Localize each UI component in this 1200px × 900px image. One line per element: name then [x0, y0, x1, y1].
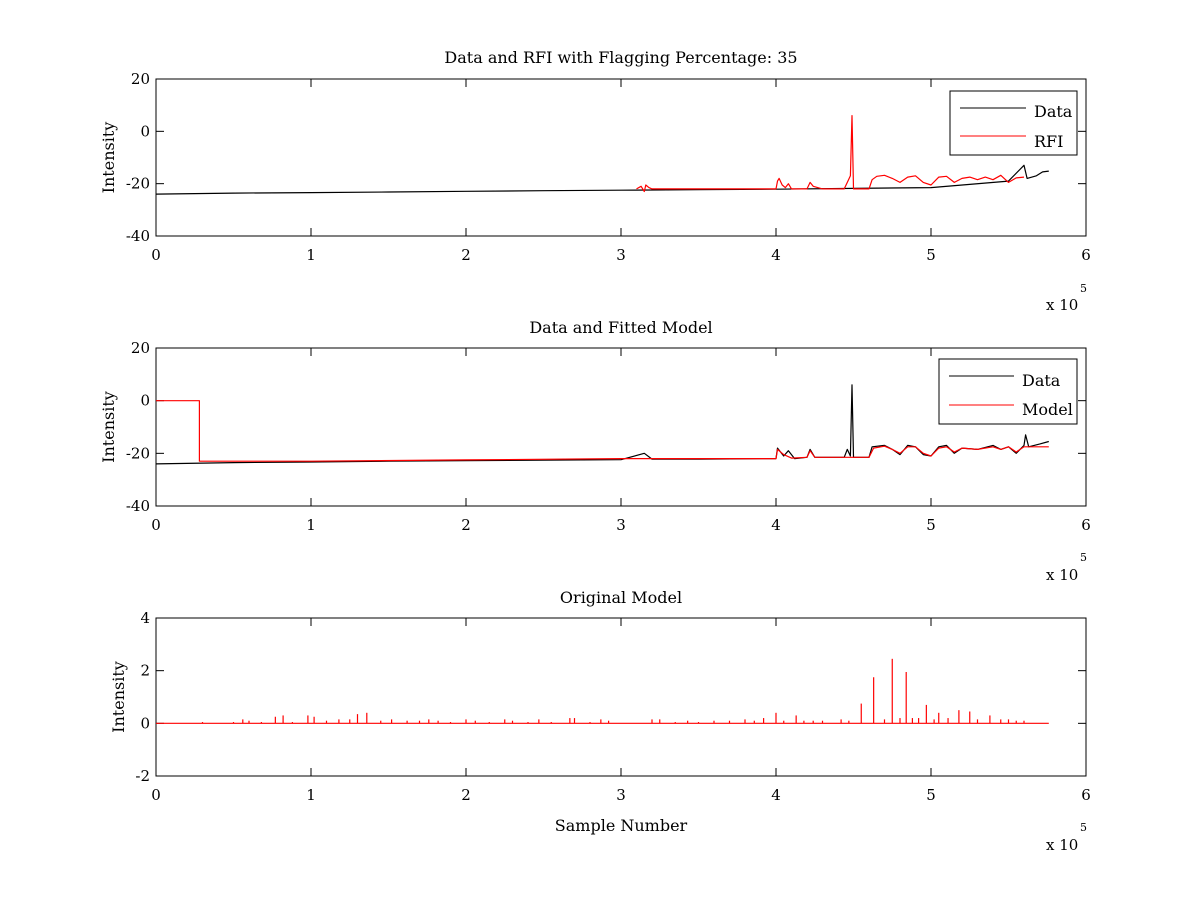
- subplot-2-ticks: 0 1 2 3 4 5 6 20 0 -20 -40: [126, 339, 1091, 534]
- subplot-2-axes-box: [155, 347, 1087, 507]
- subplot-1-legend-box: [949, 90, 1078, 156]
- subplot-2-xtick-label: 6: [1081, 516, 1091, 534]
- subplot-1-x-multiplier: x 10: [1046, 296, 1078, 314]
- subplot-2-plot-area: [155, 384, 1049, 465]
- subplot-1: Data and RFI with Flagging Percentage: 3…: [99, 48, 1091, 314]
- subplot-1-ylabel: Intensity: [99, 122, 118, 194]
- subplot-2-legend: Data Model: [938, 358, 1078, 425]
- subplot-1-ticks: 0 1 2 3 4 5 6 20 0 -20 -40: [126, 70, 1091, 264]
- subplot-2-x-multiplier-exponent: 5: [1080, 551, 1087, 564]
- subplot-1-legend: Data RFI: [949, 90, 1078, 156]
- subplot-3-plot-area: [156, 658, 1049, 724]
- subplot-1-xtick-label: 6: [1081, 246, 1091, 264]
- subplot-2-xtick-label: 2: [461, 516, 471, 534]
- subplot-1-xtick-label: 1: [306, 246, 316, 264]
- subplot-3-xtick-label: 0: [151, 786, 161, 804]
- subplot-1-ytick-label: -20: [126, 175, 150, 193]
- subplot-1-xtick-label: 2: [461, 246, 471, 264]
- subplot-2-ytick-label: -40: [126, 497, 150, 515]
- subplot-1-ytick-label: 20: [131, 70, 150, 88]
- subplot-1-xtick-label: 5: [926, 246, 936, 264]
- subplot-3-xtick-label: 4: [771, 786, 781, 804]
- subplot-2-xtick-label: 5: [926, 516, 936, 534]
- subplot-3-ytick-label: 0: [140, 714, 150, 732]
- subplot-2-x-multiplier: x 10: [1046, 566, 1078, 584]
- subplot-1-title: Data and RFI with Flagging Percentage: 3…: [444, 48, 797, 67]
- subplot-1-legend-label-data: Data: [1034, 102, 1073, 121]
- subplot-3-x-multiplier-exponent: 5: [1080, 821, 1087, 834]
- subplot-1-plot-area: [155, 115, 1049, 195]
- subplot-3-xlabel: Sample Number: [555, 816, 688, 835]
- subplot-1-ytick-label: -40: [126, 227, 150, 245]
- subplot-2-ytick-label: 20: [131, 339, 150, 357]
- subplot-2-ylabel: Intensity: [99, 391, 118, 463]
- subplot-1-axes-box: [155, 78, 1087, 237]
- subplot-3-xtick-label: 1: [306, 786, 316, 804]
- subplot-2-ytick-label: -20: [126, 444, 150, 462]
- subplot-3-xtick-label: 2: [461, 786, 471, 804]
- subplot-2-legend-box: [938, 358, 1078, 425]
- subplot-3-xtick-label: 6: [1081, 786, 1091, 804]
- subplot-3-title: Original Model: [560, 588, 682, 607]
- subplot-3-ytick-label: 2: [140, 662, 150, 680]
- subplot-1-xtick-label: 4: [771, 246, 781, 264]
- subplot-3-x-multiplier: x 10: [1046, 836, 1078, 854]
- subplot-1-series-rfi: [636, 115, 1025, 193]
- subplot-2-xtick-label: 1: [306, 516, 316, 534]
- subplot-2-xtick-label: 4: [771, 516, 781, 534]
- subplot-3-ytick-label: 4: [140, 609, 150, 627]
- subplot-3-xtick-label: 3: [616, 786, 626, 804]
- subplot-1-xtick-label: 0: [151, 246, 161, 264]
- subplot-3-ytick-label: -2: [135, 767, 150, 785]
- subplot-3-xtick-label: 5: [926, 786, 936, 804]
- subplot-1-legend-label-rfi: RFI: [1034, 132, 1063, 151]
- subplot-2-xtick-label: 3: [616, 516, 626, 534]
- subplot-2-ytick-label: 0: [140, 392, 150, 410]
- subplot-2-legend-label-model: Model: [1022, 400, 1073, 419]
- subplot-2-xtick-label: 0: [151, 516, 161, 534]
- subplot-2: Data and Fitted Model 0 1 2 3 4 5 6 20 0 -20 -40 x…: [99, 318, 1091, 584]
- subplot-3-ylabel: Intensity: [109, 661, 128, 733]
- subplot-2-series-model: [156, 400, 1049, 462]
- subplot-2-title: Data and Fitted Model: [529, 318, 712, 337]
- subplot-1-xtick-label: 3: [616, 246, 626, 264]
- subplot-2-legend-label-data: Data: [1022, 371, 1061, 390]
- subplot-1-x-multiplier-exponent: 5: [1080, 282, 1087, 295]
- subplot-1-ytick-label: 0: [140, 122, 150, 140]
- subplot-3-axes-box: [155, 617, 1087, 777]
